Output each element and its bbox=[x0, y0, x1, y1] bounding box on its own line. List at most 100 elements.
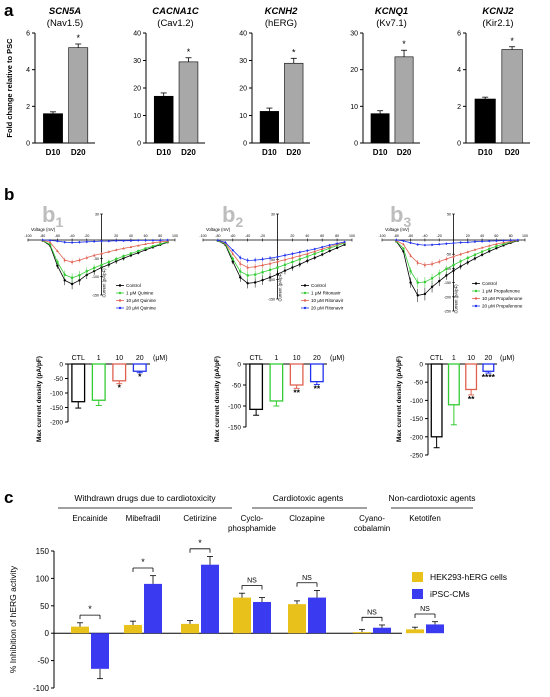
legend-label: 10 μM Ritonavir bbox=[311, 298, 344, 303]
legend-marker bbox=[303, 306, 307, 310]
data-point bbox=[416, 261, 420, 264]
drug-label: cobalamin bbox=[354, 524, 390, 533]
x-tick-label: -100 bbox=[24, 234, 31, 238]
data-point bbox=[416, 294, 419, 297]
data-point bbox=[231, 260, 234, 263]
data-point bbox=[423, 280, 426, 284]
data-point bbox=[48, 238, 52, 242]
y-tick-label: 0 bbox=[419, 362, 423, 369]
data-point bbox=[480, 246, 484, 249]
data-point bbox=[78, 240, 81, 244]
y-tick-label: 30 bbox=[239, 58, 247, 65]
data-point bbox=[291, 260, 294, 264]
y-axis-label: Current (pA/pF) bbox=[278, 272, 283, 302]
y-tick-label: -50 bbox=[446, 253, 451, 257]
data-point bbox=[328, 243, 331, 247]
x-tick-label: D20 bbox=[505, 148, 520, 157]
data-point bbox=[402, 242, 405, 246]
data-point bbox=[298, 258, 301, 261]
x-tick-label: 20 bbox=[466, 234, 470, 238]
data-point bbox=[85, 256, 89, 259]
bar-hek bbox=[406, 629, 424, 634]
bar-10 bbox=[465, 363, 478, 391]
bar-ipsc bbox=[308, 597, 326, 634]
legend-marker bbox=[474, 289, 478, 293]
bar-d10 bbox=[153, 95, 174, 144]
data-point bbox=[216, 238, 220, 242]
x-tick-label: 10 bbox=[115, 355, 123, 362]
y-tick-label: 0 bbox=[237, 362, 241, 369]
data-point bbox=[239, 270, 242, 273]
bar-20 bbox=[482, 363, 495, 372]
legend-label: HEK293-hERG cells bbox=[430, 572, 507, 582]
group-label: Non-cardiotoxic agents bbox=[389, 493, 476, 503]
series-line bbox=[396, 239, 518, 266]
data-point bbox=[78, 279, 81, 282]
x-tick-label: 20 bbox=[136, 355, 144, 362]
x-tick-label: D10 bbox=[262, 148, 277, 157]
y-tick-label: 0 bbox=[457, 141, 461, 148]
x-tick-label: D10 bbox=[373, 148, 388, 157]
bar-hek bbox=[288, 604, 306, 634]
y-tick-label: -50 bbox=[270, 258, 275, 262]
x-tick-label: D20 bbox=[181, 148, 196, 157]
x-tick-label: CTL bbox=[250, 355, 263, 362]
bar-d20 bbox=[284, 62, 304, 144]
x-tick-label: CTL bbox=[430, 355, 443, 362]
x-tick-label: D10 bbox=[478, 148, 493, 157]
data-point bbox=[395, 238, 398, 242]
gene-title: KCNJ2 bbox=[482, 6, 514, 17]
data-point bbox=[445, 267, 448, 271]
series-line bbox=[42, 240, 168, 263]
data-point bbox=[480, 240, 484, 243]
panel-label-c: c bbox=[4, 488, 13, 507]
data-point bbox=[473, 253, 477, 256]
legend-label: iPSC-CMs bbox=[430, 589, 470, 599]
x-tick-label: -60 bbox=[55, 234, 60, 238]
x-tick-label: D20 bbox=[286, 148, 301, 157]
x-tick-label: 100 bbox=[522, 234, 528, 238]
data-point bbox=[459, 260, 462, 263]
data-point bbox=[107, 260, 110, 264]
y-tick-label: -200 bbox=[444, 295, 451, 299]
legend-label: 20 μM Quinine bbox=[126, 306, 156, 311]
data-point bbox=[268, 256, 272, 260]
data-point bbox=[48, 243, 52, 246]
drug-label: Encainide bbox=[72, 514, 108, 523]
data-point bbox=[402, 239, 405, 243]
data-point bbox=[466, 256, 469, 259]
data-point bbox=[343, 240, 346, 244]
data-point bbox=[283, 269, 287, 272]
series-line bbox=[396, 239, 518, 246]
x-tick-label: 20 bbox=[290, 234, 294, 238]
max-current-chart-b3: 0 -50 -100 -150 -200 -250 CTL 1 10 ** 20 **** (μM) Ma… bbox=[396, 355, 515, 460]
data-point bbox=[151, 245, 155, 248]
data-point bbox=[416, 281, 419, 284]
data-point bbox=[306, 252, 309, 255]
x-tick-label: 20 bbox=[114, 234, 118, 238]
bar-ctl bbox=[249, 363, 264, 411]
significance-marker: ** bbox=[314, 384, 321, 394]
data-point bbox=[122, 247, 125, 250]
y-tick-label: -200 bbox=[410, 434, 423, 441]
data-point bbox=[107, 250, 111, 253]
data-point bbox=[321, 253, 324, 256]
data-point bbox=[129, 254, 133, 257]
data-point bbox=[137, 249, 140, 253]
data-point bbox=[144, 247, 147, 250]
drug-label: Cyano- bbox=[359, 514, 385, 523]
significance-marker: * bbox=[118, 383, 122, 393]
significance-marker: * bbox=[198, 538, 202, 548]
data-point bbox=[445, 257, 448, 261]
data-point bbox=[298, 263, 302, 266]
data-point bbox=[495, 242, 498, 245]
data-point bbox=[231, 257, 234, 260]
data-point bbox=[291, 252, 294, 256]
data-point bbox=[306, 255, 309, 258]
bar-ctl bbox=[71, 363, 86, 403]
y-tick-label: 10 bbox=[350, 104, 358, 111]
data-point bbox=[137, 251, 140, 255]
y-axis-label: % Inhibition of hERG activity bbox=[8, 565, 18, 673]
max-current-chart-b2: 0 -50 -100 -150 CTL 1 10 ** 20 ** (μM) Max current … bbox=[214, 355, 345, 442]
y-axis-label: Max current density (pA/pF) bbox=[214, 356, 221, 442]
